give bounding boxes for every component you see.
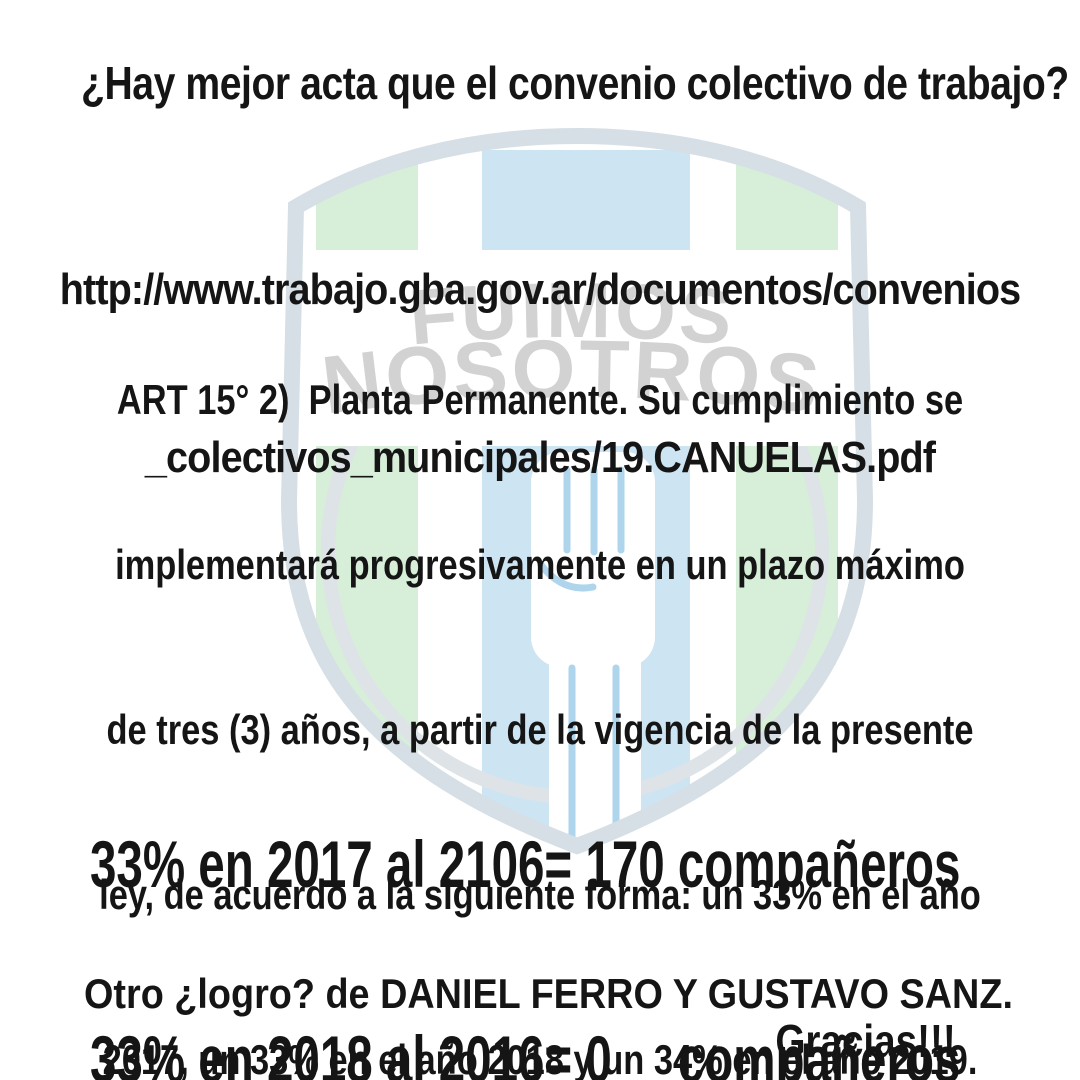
article-line: ley, de acuerdo a la siguiente forma: un…	[99, 871, 981, 918]
raised-fist-icon	[531, 452, 655, 846]
stats-line-2018: 33% en 2018 al 2016= 0 compañeros	[90, 1022, 961, 1080]
document-url-line2: _colectivos_municipales/19.CANUELAS.pdf	[144, 433, 936, 482]
headline: ¿Hay mejor acta que el convenio colectiv…	[81, 57, 1069, 109]
article-line: ART 15° 2) Planta Permanente. Su cumplim…	[116, 376, 964, 423]
document-url: http://www.trabajo.gba.gov.ar/documentos…	[54, 150, 1026, 598]
article-line: 2017, un 33% en el año 2018 y un 34% en …	[102, 1036, 978, 1080]
credit-line: Otro ¿logro? de DANIEL FERRO Y GUSTAVO S…	[84, 970, 1013, 1017]
shield-interior	[289, 150, 865, 846]
article-excerpt: ART 15° 2) Planta Permanente. Su cumplim…	[97, 262, 983, 1080]
thanks-line: Gracias!!!	[775, 1015, 956, 1067]
shield-border	[280, 127, 874, 855]
article-line: implementará progresivamente en un plazo…	[115, 541, 965, 588]
article-line: de tres (3) años, a partir de la vigenci…	[106, 706, 974, 753]
watermark-word-nosotros: NOSOTROS	[317, 324, 826, 432]
stats-line-2017: 33% en 2017 al 2106= 170 compañeros	[90, 827, 961, 901]
document-url-line1: http://www.trabajo.gba.gov.ar/documentos…	[59, 265, 1021, 314]
yearly-stats: 33% en 2017 al 2106= 170 compañeros 33% …	[90, 702, 960, 1080]
crest-name-band	[289, 250, 865, 446]
